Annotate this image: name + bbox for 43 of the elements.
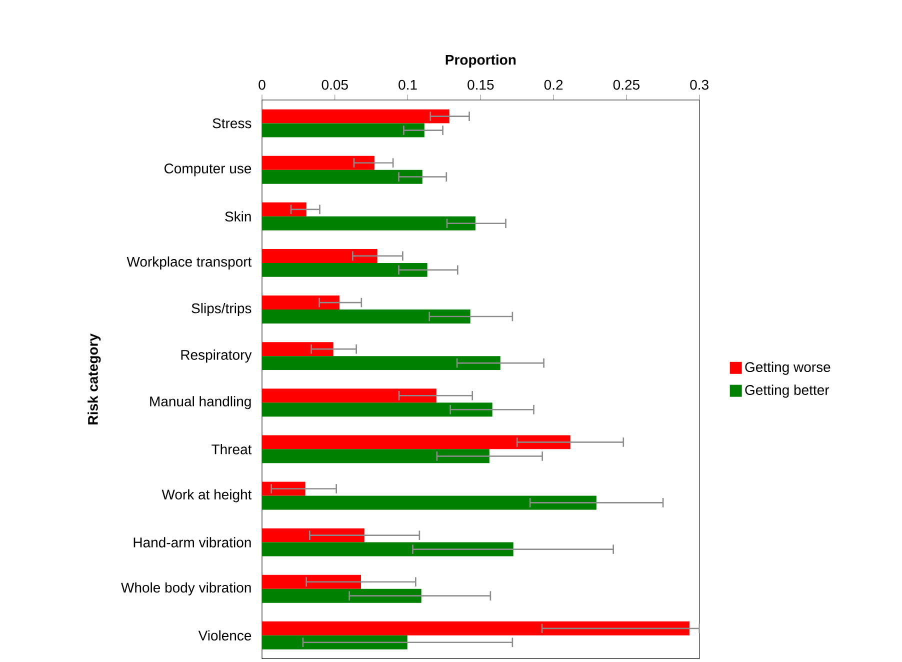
y-tick-label: Hand-arm vibration	[134, 537, 251, 548]
y-tick-label: Respiratory	[181, 350, 252, 363]
bar	[262, 170, 422, 184]
y-tick-label: Manual handling	[150, 396, 251, 410]
bar	[262, 342, 334, 356]
bar	[262, 202, 306, 216]
bar	[262, 496, 596, 510]
bar	[262, 262, 428, 277]
bar	[262, 402, 492, 417]
bar	[262, 296, 340, 310]
y-tick-label: Violence	[198, 630, 252, 641]
x-tick-label: 0.05	[322, 80, 348, 90]
y-tick-label: Work at height	[162, 489, 252, 502]
x-tick-label: 0.1	[398, 80, 417, 90]
x-tick-label: 0.25	[613, 80, 640, 90]
bar	[262, 588, 422, 603]
bar	[262, 356, 500, 370]
y-tick-label: Slips/trips	[192, 302, 252, 316]
legend-label: Getting worse	[745, 362, 830, 375]
bar	[262, 156, 374, 170]
bar	[262, 123, 424, 138]
bar	[262, 542, 514, 556]
legend-label: Getting better	[745, 384, 830, 398]
y-tick-label: Whole body vibration	[121, 582, 251, 596]
bar	[262, 388, 436, 403]
bar	[262, 435, 570, 450]
y-tick-label: Workplace transport	[126, 256, 252, 270]
y-axis-title: Risk category	[88, 334, 101, 424]
x-axis-title: Proportion	[446, 54, 516, 68]
bar	[262, 248, 378, 263]
bar	[262, 109, 450, 124]
x-tick-label: 0	[258, 80, 266, 90]
bar	[262, 449, 490, 464]
x-tick-label: 0.2	[544, 80, 563, 90]
x-tick-label: 0.3	[690, 80, 708, 90]
bar	[262, 310, 470, 324]
bar	[262, 621, 690, 636]
y-tick-label: Threat	[212, 444, 252, 454]
bar	[262, 216, 476, 230]
x-tick-label: 0.15	[468, 80, 494, 90]
y-tick-label: Computer use	[164, 164, 252, 176]
y-tick-label: Stress	[212, 118, 252, 128]
y-tick-label: Skin	[225, 211, 251, 222]
